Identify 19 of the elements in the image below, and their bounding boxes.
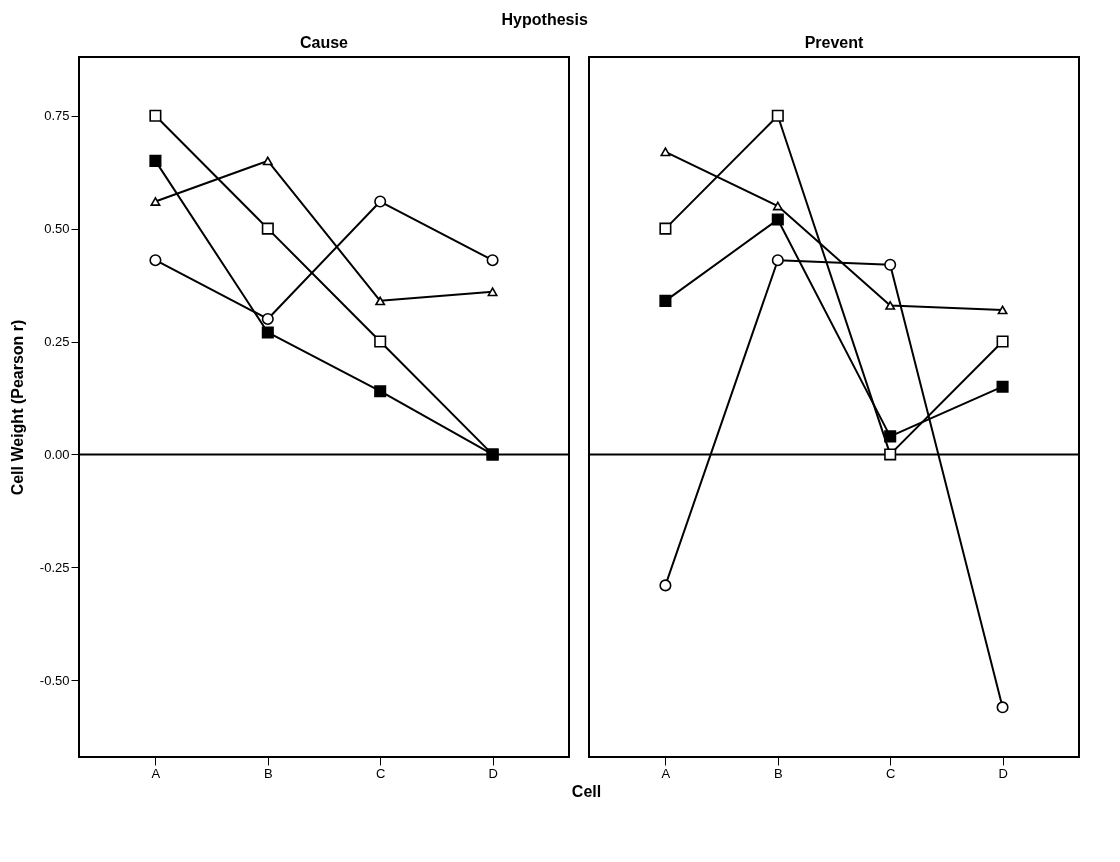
y-tick-label: 0.75 — [44, 108, 70, 124]
x-tick-label: C — [376, 765, 386, 781]
x-axis-title: Cell — [570, 783, 603, 801]
x-tick-label: B — [773, 765, 783, 781]
chart-title: Prevent — [804, 34, 865, 51]
y-tick-label: 0.50 — [44, 221, 70, 237]
x-tick-label: A — [661, 765, 671, 781]
y-tick-label: 0.25 — [44, 334, 70, 350]
y-axis-title: Cell Weight (Pearson r) — [8, 319, 26, 496]
y-tick-label: 0.00 — [44, 446, 70, 462]
y-tick-label: -0.50 — [39, 672, 70, 688]
x-tick-label: D — [488, 765, 498, 781]
x-tick-label: C — [886, 765, 896, 781]
text: Hypothesis — [501, 11, 588, 28]
chart-title: Cause — [299, 34, 349, 51]
y-tick-label: -0.25 — [39, 559, 70, 575]
x-tick-label: D — [998, 765, 1008, 781]
x-tick-label: A — [151, 765, 161, 781]
x-tick-label: B — [263, 765, 273, 781]
